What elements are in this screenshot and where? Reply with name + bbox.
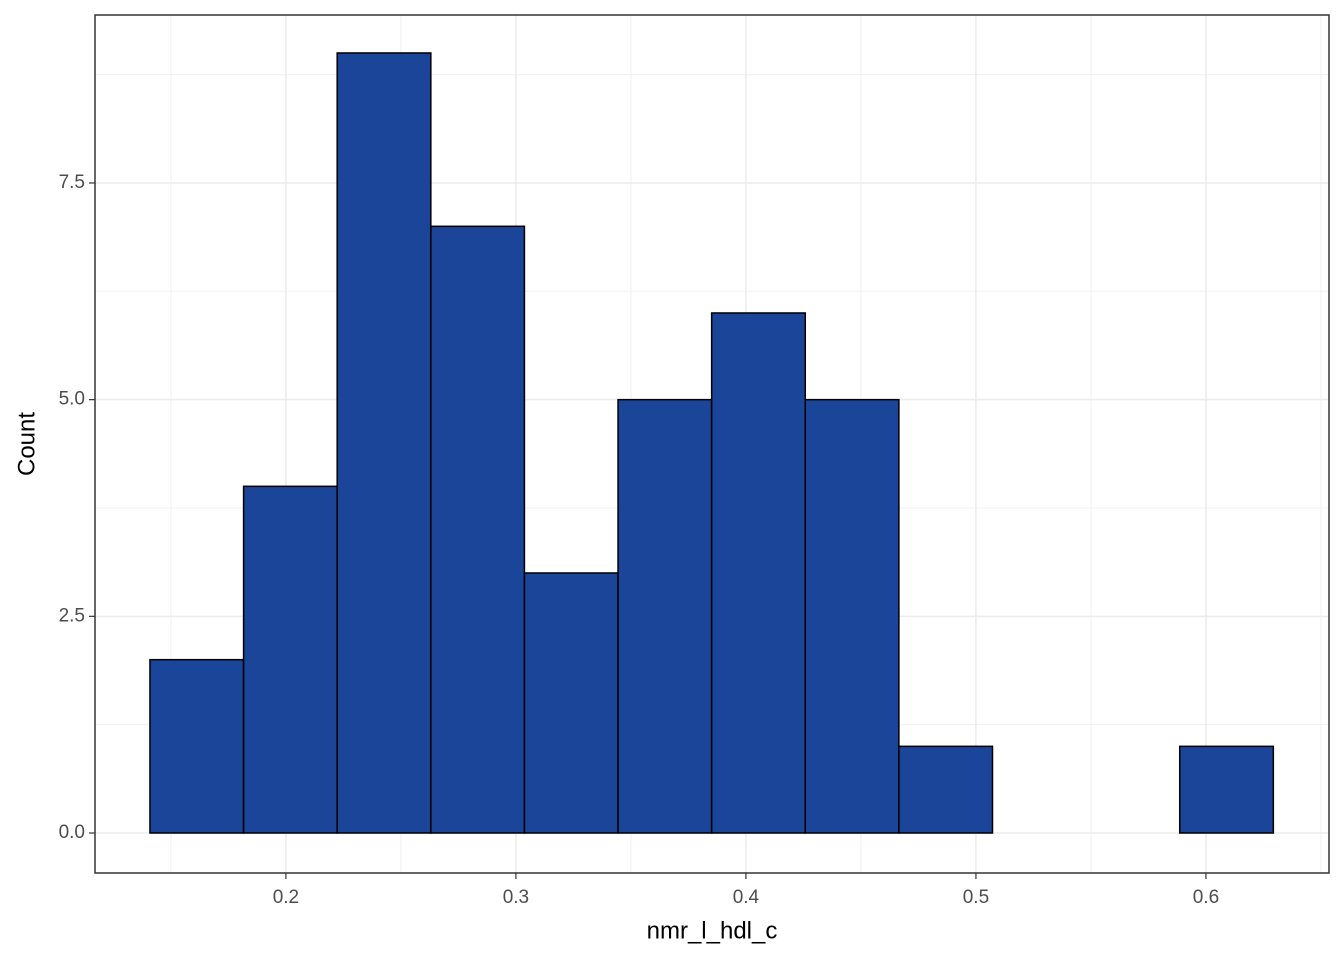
y-tick-label: 5.0 (59, 389, 85, 410)
bar (710, 312, 807, 834)
bar (1178, 745, 1275, 834)
y-axis-label: Count (13, 412, 40, 476)
bar (898, 745, 994, 834)
bar (336, 52, 432, 834)
x-axis-label: nmr_l_hdl_c (647, 917, 778, 944)
bar (523, 572, 619, 834)
bar (242, 485, 338, 834)
bar (149, 658, 245, 834)
y-tick-label: 7.5 (59, 172, 85, 193)
bar (617, 398, 713, 834)
plot-border (94, 14, 1330, 874)
x-tick-label: 0.5 (963, 887, 989, 908)
y-tick-label: 0.0 (59, 822, 85, 843)
y-tick-label: 2.5 (59, 605, 85, 626)
x-tick-label: 0.3 (503, 887, 529, 908)
x-tick-label: 0.6 (1193, 887, 1219, 908)
bar (804, 398, 900, 834)
x-tick-label: 0.2 (273, 887, 299, 908)
x-tick-label: 0.4 (733, 887, 760, 908)
bar (430, 225, 526, 834)
